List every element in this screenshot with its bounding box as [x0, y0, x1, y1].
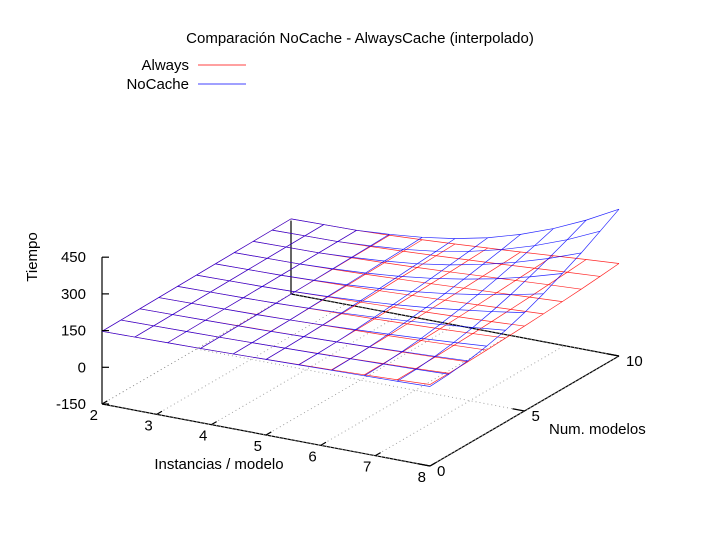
surface-nocache — [101, 208, 620, 387]
x-tick-label: 8 — [418, 469, 426, 486]
surface-line-nocache — [331, 234, 521, 371]
surface-line-nocache — [429, 208, 620, 387]
z-axis-label: Tiempo — [24, 232, 41, 281]
surface-line-nocache — [215, 263, 544, 296]
surface-line-nocache — [364, 228, 554, 377]
surface-line-nocache — [233, 237, 423, 355]
surface-line-always — [120, 319, 449, 374]
back-edge-line — [290, 293, 620, 357]
z-tick-label: 0 — [78, 359, 86, 376]
legend-label-nocache: NoCache — [126, 76, 189, 93]
surface-line-nocache — [101, 218, 292, 332]
surface-line-always — [364, 255, 554, 376]
legend-label-always: Always — [141, 57, 189, 74]
surface-line-nocache — [272, 229, 601, 252]
surface-line-nocache — [298, 237, 489, 366]
x-axis-label: Instancias / modelo — [154, 456, 283, 473]
legend: Always NoCache — [126, 57, 246, 93]
y-tick-label: 10 — [626, 353, 643, 370]
y-tick-label: 5 — [532, 408, 540, 425]
x-tick-mark — [375, 452, 381, 457]
x-tick-label: 6 — [308, 448, 316, 465]
surface-line-always — [158, 297, 487, 351]
x-tick-label: 3 — [144, 417, 152, 434]
floor-grid-x-line — [101, 293, 292, 405]
chart-title: Comparación NoCache - AlwaysCache (inter… — [186, 30, 534, 47]
axes-frame — [101, 220, 620, 467]
z-tick-label: 450 — [61, 249, 86, 266]
x-tick-mark — [156, 410, 163, 415]
surface-line-always — [290, 218, 620, 264]
y-tick-mark — [606, 353, 620, 357]
x-tick-mark — [429, 462, 436, 467]
floor-grid-y-line — [196, 348, 525, 412]
floor-grid-x-line — [375, 345, 565, 457]
floor-grid-x-line — [211, 314, 401, 426]
floor-grid-x-line — [429, 355, 620, 467]
x-tick-mark — [211, 421, 217, 426]
y-tick-label: 0 — [437, 463, 445, 480]
x-tick-label: 5 — [254, 438, 262, 455]
z-tick-label: 150 — [61, 323, 86, 340]
surface-always — [101, 218, 620, 385]
surfaces — [101, 208, 620, 387]
x-tick-label: 4 — [199, 428, 207, 445]
surface-line-nocache — [167, 229, 357, 344]
floor-grid-x-line — [156, 303, 346, 415]
surface-line-nocache — [200, 233, 390, 349]
x-tick-mark — [320, 441, 327, 446]
y-axis-label: Num. modelos — [549, 421, 646, 438]
floor-grid-x-line — [320, 334, 510, 446]
surface-line-nocache — [265, 238, 456, 360]
z-tick-label: -150 — [56, 396, 86, 413]
surface-line-nocache — [397, 219, 587, 382]
z-tick-label: 300 — [61, 286, 86, 303]
surface-line-nocache — [290, 208, 620, 239]
x-tick-mark — [265, 431, 272, 436]
y-tick-mark — [417, 463, 431, 467]
x-tick-mark — [101, 400, 108, 405]
surface-line-nocache — [134, 224, 324, 338]
y-tick-mark — [512, 408, 525, 412]
x-tick-label: 7 — [363, 459, 371, 476]
surface-line-always — [298, 247, 488, 365]
floor-grid-x-line — [265, 324, 456, 436]
x-tick-label: 2 — [90, 407, 98, 424]
